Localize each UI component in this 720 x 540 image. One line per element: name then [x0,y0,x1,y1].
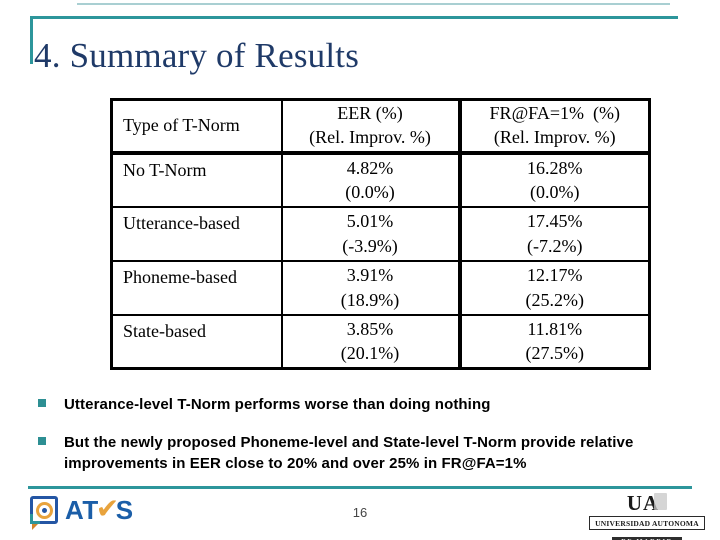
eer-cell: 4.82% (0.0%) [280,151,461,208]
eer-cell: 3.91% (18.9%) [280,259,461,316]
header-frfa-line2: (Rel. Improv. %) [493,126,616,147]
header-eer-line1: EER (%) [337,103,403,123]
frfa-rel-improv: (0.0%) [530,182,580,202]
row-label: Utterance-based [110,205,283,262]
header-frfa-line1: FR@FA=1% (%) [489,103,620,123]
header-frfa: FR@FA=1% (%) (Rel. Improv. %) [457,98,651,155]
table-header-row: Type of T-Norm EER (%) (Rel. Improv. %) … [110,98,651,155]
bullet-square-icon [38,399,46,407]
row-label: Phoneme-based [110,259,283,316]
footer-divider [28,486,692,489]
frfa-rel-improv: (-7.2%) [527,235,583,256]
frfa-cell: 16.28% (0.0%) [457,151,651,208]
list-item: But the newly proposed Phoneme-level and… [38,432,686,474]
atvs-wordmark: AT✔S [65,493,134,525]
frfa-value: 16.28% [527,157,583,178]
eer-value: 3.85% [346,318,394,339]
frfa-value: 17.45% [527,211,583,232]
atvs-letter-s: S [115,495,134,525]
row-label: State-based [110,313,283,370]
eer-value: 4.82% [346,157,394,178]
atvs-arrow-icon [32,524,38,530]
title-top-rule [30,16,678,19]
frfa-value: 11.81% [527,318,583,339]
atvs-letters-at: AT [65,495,99,525]
atvs-circle-icon [35,501,53,519]
frfa-cell: 12.17% (25.2%) [457,259,651,316]
table-row: Phoneme-based 3.91% (18.9%) 12.17% (25.2… [110,259,651,316]
uam-building-sketch [654,493,668,510]
uam-mark: UA [589,493,705,515]
bullet-text: But the newly proposed Phoneme-level and… [64,434,634,472]
eer-cell: 5.01% (-3.9%) [280,205,461,262]
header-type-of-tnorm: Type of T-Norm [110,98,283,155]
frfa-value: 12.17% [527,265,583,286]
table-row: State-based 3.85% (20.1%) 11.81% (27.5%) [110,313,651,370]
uam-city-box: DE MADRID [612,536,682,540]
table-row: Utterance-based 5.01% (-3.9%) 17.45% (-7… [110,205,651,262]
atvs-target-icon [30,496,58,530]
eer-rel-improv: (20.1%) [340,343,400,364]
atvs-dot-icon [41,507,47,513]
results-table: Type of T-Norm EER (%) (Rel. Improv. %) … [110,98,651,370]
table-row: No T-Norm 4.82% (0.0%) 16.28% (0.0%) [110,151,651,208]
title-left-rule [30,16,33,64]
bullet-list: Utterance-level T-Norm performs worse th… [38,394,686,491]
uam-name-box: UNIVERSIDAD AUTONOMA [589,516,705,530]
top-faint-divider [77,3,670,5]
frfa-rel-improv: (25.2%) [525,289,584,310]
row-label: No T-Norm [110,151,283,208]
list-item: Utterance-level T-Norm performs worse th… [38,394,686,415]
header-eer-line2: (Rel. Improv. %) [309,126,431,147]
page-title: 4. Summary of Results [34,36,360,75]
eer-rel-improv: (0.0%) [345,182,395,202]
bullet-text: Utterance-level T-Norm performs worse th… [64,396,491,413]
atvs-corner-accent [30,514,40,524]
page-number: 16 [352,505,368,520]
uam-letters: UA [626,491,660,515]
eer-rel-improv: (18.9%) [340,289,400,310]
eer-value: 3.91% [346,265,394,286]
frfa-cell: 17.45% (-7.2%) [457,205,651,262]
eer-value: 5.01% [346,211,394,232]
frfa-rel-improv: (27.5%) [525,343,584,364]
frfa-cell: 11.81% (27.5%) [457,313,651,370]
eer-cell: 3.85% (20.1%) [280,313,461,370]
eer-rel-improv: (-3.9%) [342,235,398,256]
bullet-square-icon [38,437,46,445]
header-eer: EER (%) (Rel. Improv. %) [280,98,461,155]
atvs-logo: AT✔S [30,493,134,530]
atvs-check-icon: ✔ [95,493,120,524]
uam-logo: UA UNIVERSIDAD AUTONOMA DE MADRID [589,493,705,540]
